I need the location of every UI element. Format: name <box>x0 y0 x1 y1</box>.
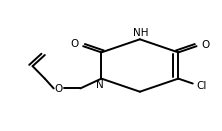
Text: O: O <box>70 39 78 49</box>
Text: N: N <box>96 80 103 90</box>
Text: O: O <box>202 40 210 50</box>
Text: Cl: Cl <box>196 81 206 91</box>
Text: O: O <box>54 84 62 94</box>
Text: NH: NH <box>133 28 149 38</box>
